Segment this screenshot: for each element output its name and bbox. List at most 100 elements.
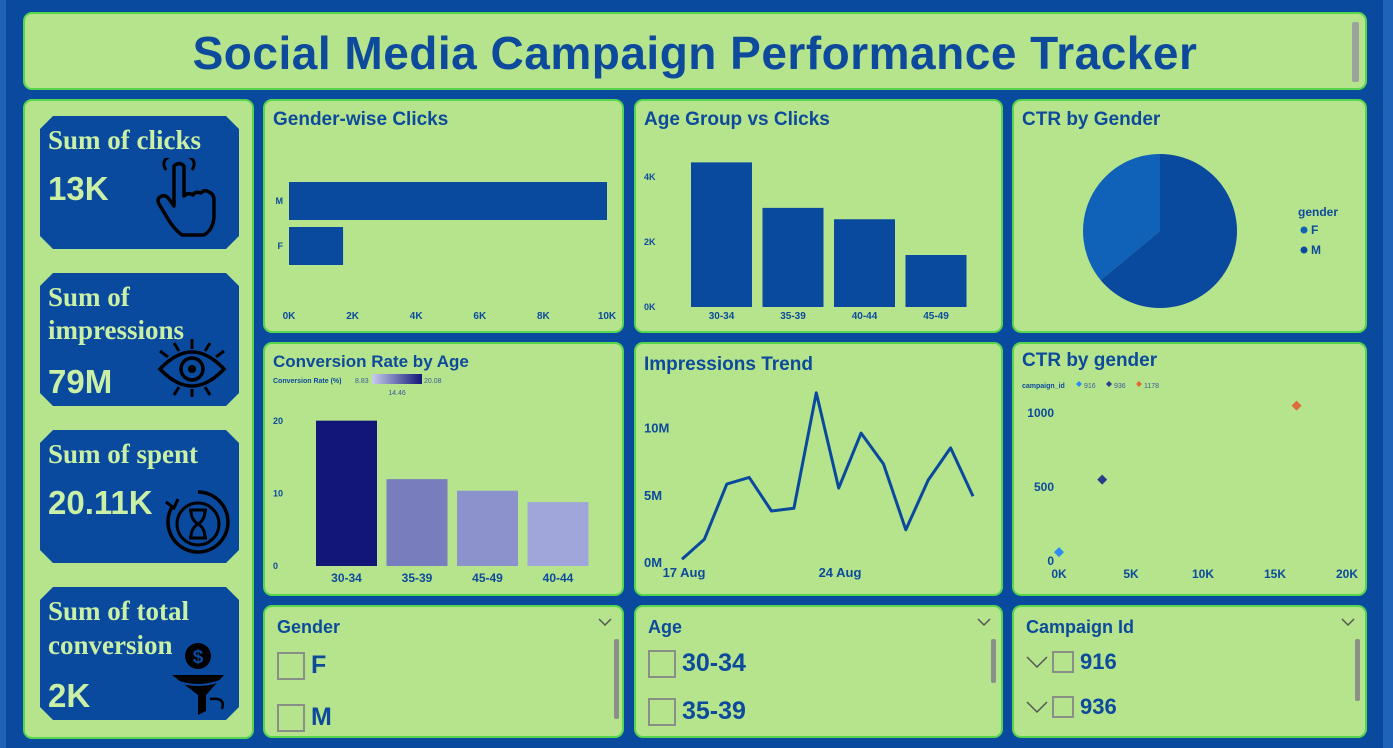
scatter-point: [1054, 547, 1064, 558]
chart-card-age-clicks[interactable]: Age Group vs Clicks 30-34 35-39 40-44 45-49…: [634, 99, 1003, 333]
y-tick-label: 2K: [644, 237, 656, 247]
bar: [527, 502, 589, 566]
x-tick-label: 20K: [1336, 567, 1358, 581]
chevron-down-icon[interactable]: [598, 617, 612, 627]
kpi-label-line-1: Sum of: [48, 282, 130, 312]
chart-title: CTR by Gender: [1022, 109, 1161, 130]
legend-min: 8.83: [355, 378, 369, 385]
x-tick-label: 8K: [537, 311, 551, 322]
chart-card-impressions-trend[interactable]: Impressions Trend 0M 5M 10M 17 Aug 24 Aug: [634, 342, 1003, 596]
bar: [386, 479, 448, 566]
title-panel: Social Media Campaign Performance Tracke…: [23, 12, 1367, 90]
kpi-card-clicks[interactable]: Sum of clicks 13K: [40, 116, 239, 249]
slicer-item-936[interactable]: 936: [1026, 694, 1117, 720]
chart-card-ctr-gender[interactable]: CTR by Gender gender F M: [1012, 99, 1367, 333]
chart-title: CTR by gender: [1022, 350, 1158, 371]
slicer-title: Campaign Id: [1026, 617, 1135, 637]
page-title: Social Media Campaign Performance Tracke…: [192, 27, 1198, 79]
legend-mid: 14.46: [388, 390, 406, 397]
checkbox[interactable]: [277, 703, 305, 732]
kpi-value: 20.11K: [48, 484, 153, 521]
y-tick-label: 1000: [1027, 406, 1054, 420]
hourglass-timer-icon: [164, 486, 232, 558]
slicer-item-label: F: [311, 651, 327, 679]
category-label: 35-39: [402, 571, 433, 585]
chart-card-conversion-age[interactable]: Conversion Rate by Age Conversion Rate (…: [263, 342, 624, 596]
category-label: 30-34: [709, 311, 735, 322]
kpi-value: 79M: [48, 363, 113, 400]
scatter-point: [1097, 474, 1108, 485]
slicer-item-m[interactable]: M: [277, 703, 332, 732]
slicer-title: Age: [648, 617, 683, 637]
legend-label: 1178: [1144, 383, 1159, 390]
x-tick-label: 17 Aug: [663, 565, 706, 580]
slicer-item-f[interactable]: F: [277, 651, 326, 680]
gender-clicks-chart: M F 0K 2K 4K 6K 8K 10K: [276, 182, 617, 322]
legend-gradient-bar: [372, 374, 422, 384]
conversion-age-chart: Conversion Rate (%) 8.83 20.08 14.46 30-34 35…: [273, 374, 589, 585]
legend-marker: [1106, 381, 1112, 387]
y-tick-label: 10: [273, 489, 283, 499]
slicer-item-35-39[interactable]: 35-39: [648, 697, 746, 726]
category-label: 40-44: [852, 311, 878, 322]
slicer-item-30-34[interactable]: 30-34: [648, 649, 746, 678]
slicer-scrollbar[interactable]: [991, 639, 996, 683]
chevron-down-icon[interactable]: [1341, 617, 1355, 627]
slicer-age: Age 30-34 35-39: [634, 605, 1003, 738]
chart-card-gender-clicks[interactable]: Gender-wise Clicks M F 0K 2K 4K 6K 8K 10K: [263, 99, 624, 333]
kpi-value: 2K: [48, 677, 91, 714]
expand-chevron-icon[interactable]: [1026, 700, 1048, 714]
dollar-funnel-icon: $: [168, 641, 232, 717]
legend-label: M: [1311, 243, 1321, 257]
y-tick-label: 0K: [644, 302, 656, 312]
chart-card-ctr-scatter[interactable]: CTR by gender campaign_id 916 936 1178 0 500 1…: [1012, 342, 1367, 596]
legend-title: Conversion Rate (%): [273, 378, 341, 385]
kpi-card-spent[interactable]: Sum of spent 20.11K: [40, 430, 239, 563]
ctr-gender-pie-chart: gender FM: [1083, 154, 1338, 308]
category-label: M: [276, 196, 284, 206]
legend-marker: [1300, 246, 1308, 254]
bar: [834, 219, 895, 307]
x-tick-label: 5K: [1123, 567, 1139, 581]
scatter-point: [1291, 400, 1302, 411]
chevron-down-icon[interactable]: [977, 617, 991, 627]
checkbox[interactable]: [648, 697, 676, 726]
bar: [762, 207, 824, 307]
slicer-scrollbar[interactable]: [1355, 639, 1360, 701]
x-tick-label: 10K: [598, 311, 617, 322]
legend-label: F: [1311, 223, 1318, 237]
title-scrollbar[interactable]: [1352, 22, 1359, 82]
chart-title: Conversion Rate by Age: [273, 352, 469, 371]
expand-chevron-icon[interactable]: [1026, 655, 1048, 669]
category-label: 40-44: [543, 571, 574, 585]
svg-text:$: $: [193, 647, 204, 668]
checkbox[interactable]: [648, 649, 676, 678]
x-tick-label: 2K: [346, 311, 360, 322]
frame-edge-left: [0, 0, 6, 748]
kpi-card-conversion[interactable]: Sum of total conversion 2K $: [40, 587, 239, 720]
kpi-card-impressions[interactable]: Sum of impressions 79M: [40, 273, 239, 406]
ctr-gender-scatter-chart: campaign_id 916 936 1178 0 500 1000 0K 5K 10K 15K 2…: [1022, 381, 1358, 581]
bar: [289, 182, 607, 220]
x-tick-label: 15K: [1264, 567, 1286, 581]
bar: [457, 490, 518, 566]
y-tick-label: 4K: [644, 172, 656, 182]
x-tick-label: 6K: [473, 311, 487, 322]
slicer-scrollbar[interactable]: [614, 639, 619, 719]
kpi-label-line-1: Sum of total: [48, 596, 189, 626]
checkbox[interactable]: [1052, 651, 1074, 673]
slicer-item-916[interactable]: 916: [1026, 649, 1117, 675]
x-tick-label: 24 Aug: [819, 565, 862, 580]
x-tick-label: 10K: [1192, 567, 1214, 581]
age-clicks-chart: 30-34 35-39 40-44 45-49 0K 2K 4K: [644, 162, 967, 322]
y-tick-label: 0: [1047, 554, 1054, 568]
y-tick-label: 0: [273, 561, 278, 571]
legend-marker: [1136, 381, 1142, 387]
slicer-title: Gender: [277, 617, 341, 637]
pie-slice: [1083, 154, 1160, 281]
slicer-gender: Gender F M: [263, 605, 624, 738]
legend-title: campaign_id: [1022, 383, 1065, 390]
checkbox[interactable]: [1052, 696, 1074, 718]
slicer-campaign-id: Campaign Id 916 936: [1012, 605, 1367, 738]
checkbox[interactable]: [277, 651, 305, 680]
